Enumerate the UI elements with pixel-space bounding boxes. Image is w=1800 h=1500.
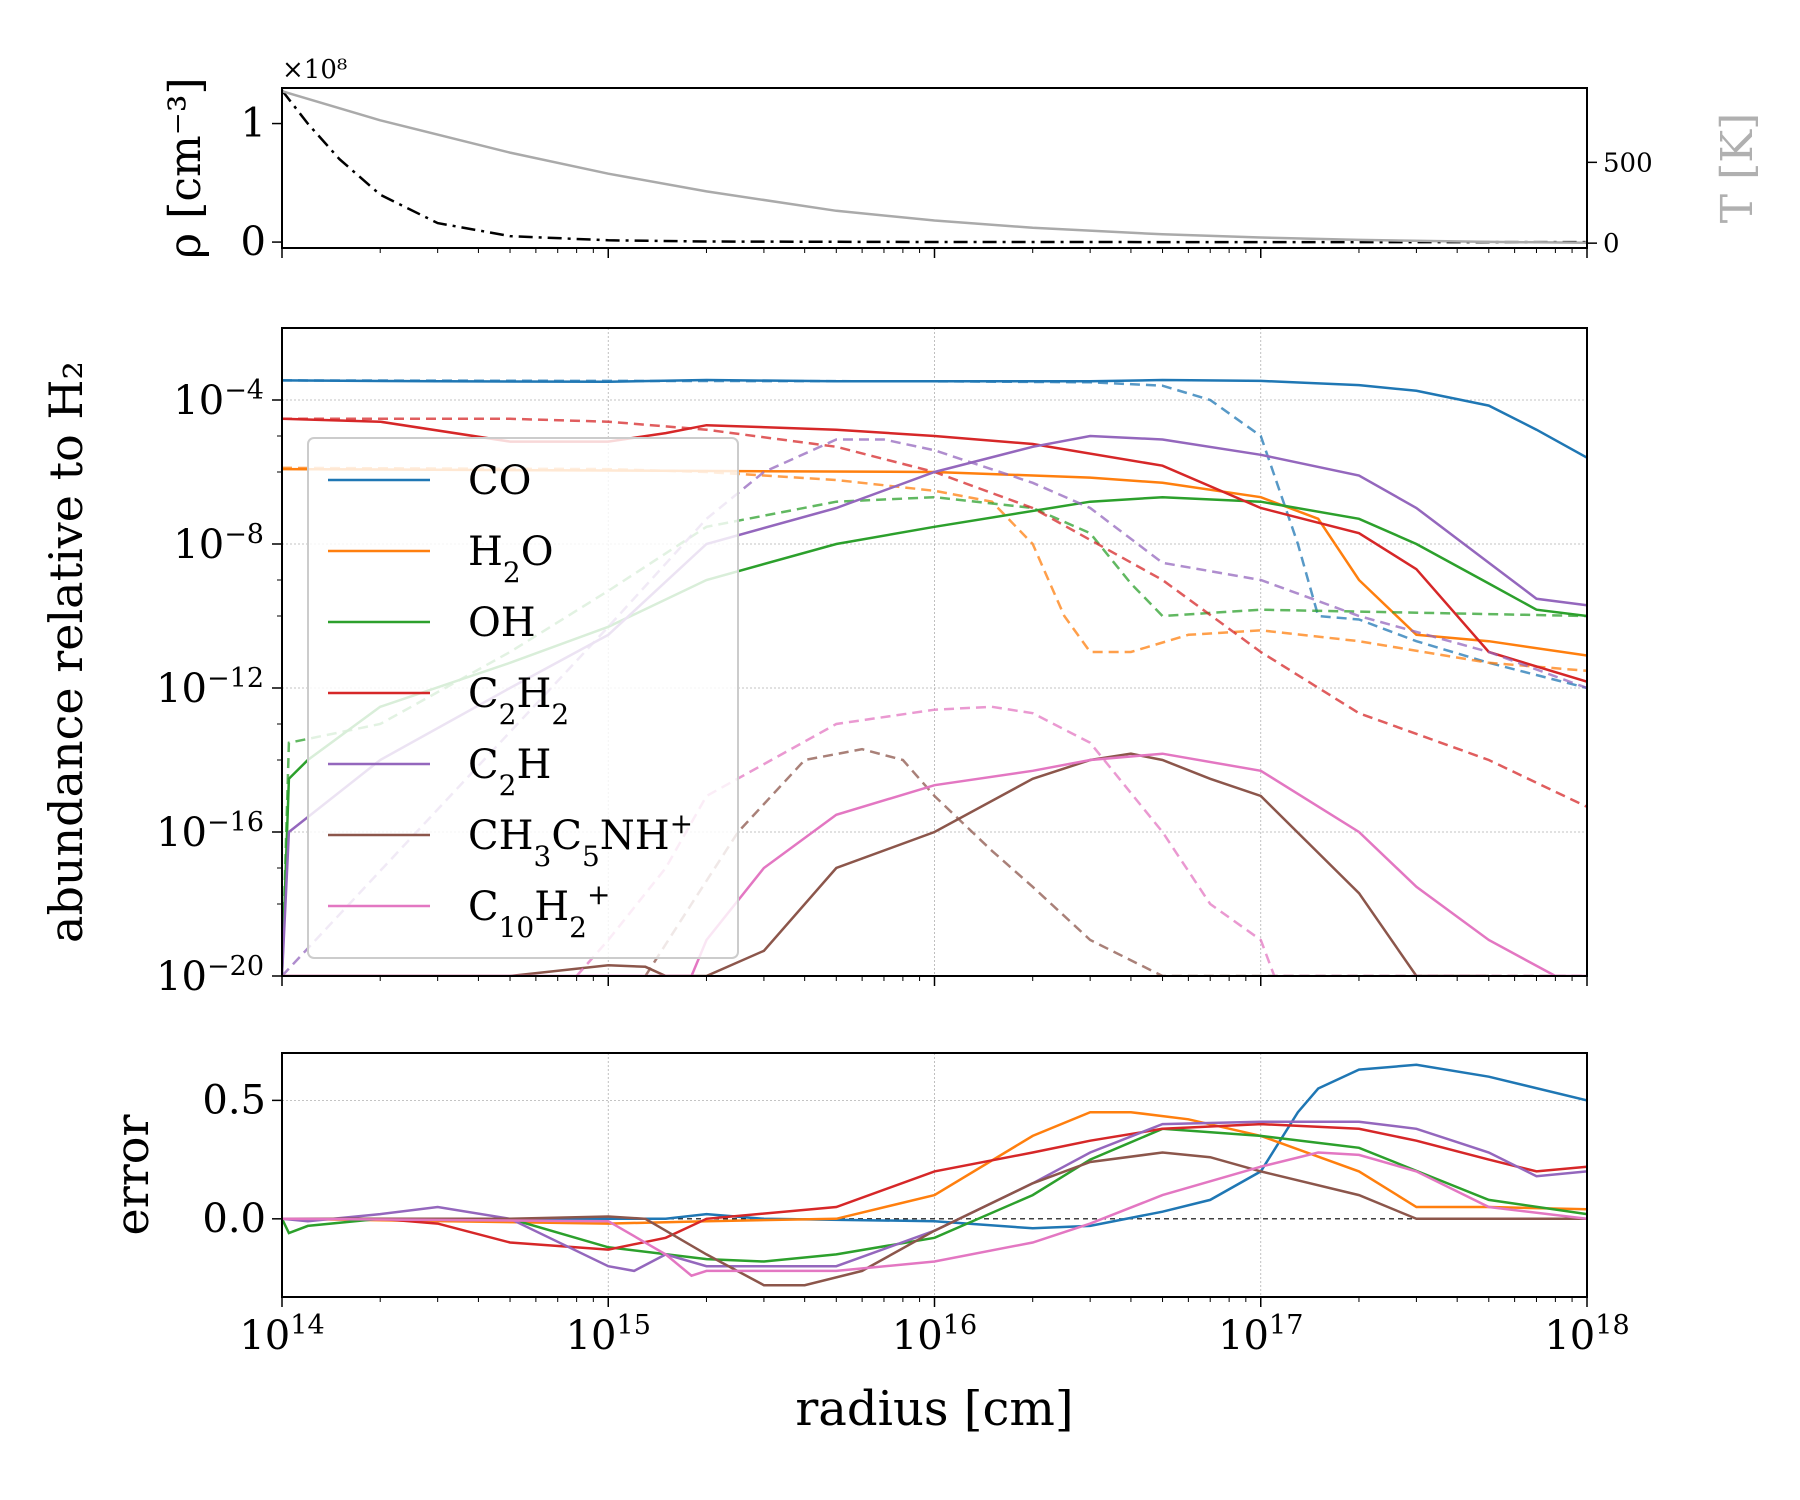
solid-line-ch3c5nh — [282, 752, 1489, 976]
top-frame — [281, 87, 1588, 249]
temperature-axis-label: T [K] — [1712, 113, 1763, 224]
dashed-line-c2h — [282, 438, 1587, 976]
dashed-line-h2o — [282, 466, 1587, 673]
abundance-axis-label: abundance relative to H₂ — [39, 361, 93, 943]
dashed-line-c2h2 — [282, 417, 1587, 808]
abundance-tick-exponent: −8 — [224, 519, 264, 550]
legend-label-co: CO — [468, 458, 531, 504]
abundance-tick-label-10-16: 10−16 — [156, 807, 264, 857]
density-temperature-panel: 0 1 0 500 ×10⁸ ρ [cm⁻³] T [K] — [160, 55, 1763, 265]
x-tick-exponent: 17 — [1269, 1310, 1303, 1341]
dashed-line-ch3c5nh — [644, 747, 1587, 976]
x-tick-exponent: 14 — [290, 1310, 324, 1341]
dashed-line-oh — [282, 495, 1587, 976]
line-density — [282, 89, 1587, 244]
abundance-tick-label-10-20: 10−20 — [156, 951, 264, 1001]
x-tick-label-1015: 1015 — [566, 1310, 651, 1360]
temp-tick-label-0: 0 — [1603, 229, 1620, 259]
error-line-c2h2 — [282, 1122, 1587, 1251]
error-tick-label-0-5: 0.5 — [202, 1077, 266, 1123]
abundance-tick-exponent: −20 — [207, 951, 264, 982]
x-tick-label-1017: 1017 — [1218, 1310, 1303, 1360]
rho-axis-label: ρ [cm⁻³] — [160, 77, 211, 258]
error-panel: 1014 1015 1016 1017 1018 0.0 0.5 error radius [c… — [105, 1052, 1630, 1437]
x-tick-exponent: 15 — [617, 1310, 651, 1341]
dashed-line-co — [282, 379, 1587, 690]
error-line-co — [282, 1063, 1587, 1230]
solid-line-h2o — [282, 467, 1587, 657]
x-tick-exponent: 18 — [1595, 1310, 1629, 1341]
line-temperature — [282, 90, 1587, 244]
abundance-tick-label-10-4: 10−4 — [173, 375, 264, 425]
x-tick-label-1014: 1014 — [239, 1310, 324, 1360]
x-tick-exponent: 16 — [943, 1310, 977, 1341]
error-line-c2h — [282, 1120, 1587, 1273]
error-line-h2o — [282, 1110, 1587, 1225]
abundance-tick-label-10-8: 10−8 — [173, 519, 264, 569]
solid-line-co — [282, 378, 1587, 459]
abundance-tick-exponent: −16 — [207, 807, 264, 838]
rho-tick-label-0: 0 — [241, 219, 266, 265]
legend-box — [307, 437, 739, 959]
temp-tick-label-500: 500 — [1603, 148, 1653, 178]
abundance-tick-exponent: −4 — [224, 375, 264, 406]
y-multiplier: ×10⁸ — [282, 55, 347, 85]
error-line-ch3c5nh — [282, 1151, 1587, 1287]
rho-tick-label-1: 1 — [241, 101, 266, 147]
error-line-c10h2 — [282, 1151, 1587, 1278]
radius-axis-label: radius [cm] — [795, 1381, 1073, 1437]
x-tick-label-1018: 1018 — [1544, 1310, 1629, 1360]
legend-label-oh: OH — [468, 600, 536, 646]
x-tick-label-1016: 1016 — [892, 1310, 977, 1360]
abundance-tick-label-10-12: 10−12 — [156, 663, 264, 713]
abundance-tick-exponent: −12 — [207, 663, 264, 694]
error-line-oh — [282, 1127, 1587, 1263]
abundance-panel: 10−20 10−16 10−12 10−8 10−4 abundance relativ… — [39, 327, 1588, 1001]
error-axis-label: error — [105, 1115, 159, 1236]
error-tick-label-0-0: 0.0 — [202, 1196, 266, 1242]
